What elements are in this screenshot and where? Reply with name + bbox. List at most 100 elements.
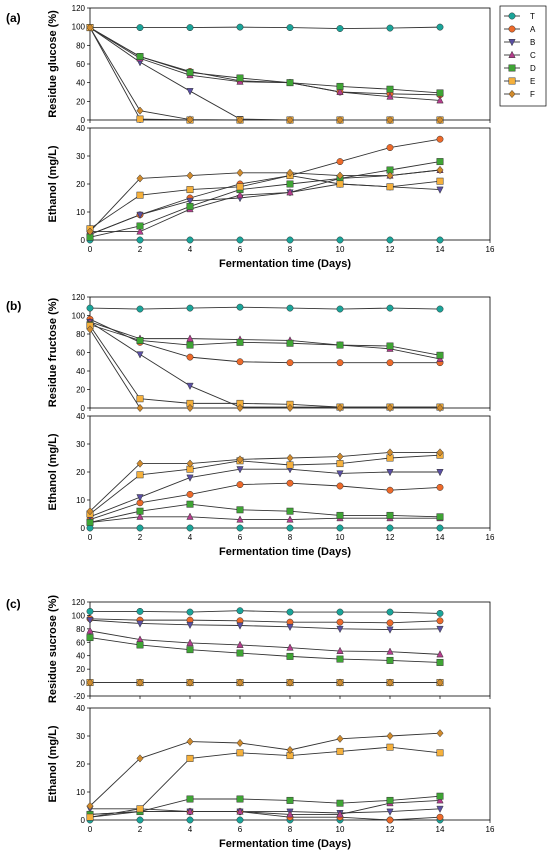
series-line-E [89, 175, 441, 230]
data-point-F [86, 678, 94, 687]
x-tick-label: 16 [486, 245, 495, 254]
data-point-F [286, 678, 294, 687]
data-point-F [186, 171, 194, 180]
legend-label-T: T [530, 12, 535, 21]
data-point-T [186, 24, 194, 32]
data-point-T [236, 303, 244, 311]
data-point-D [136, 507, 144, 515]
y-tick-label: 40 [76, 412, 85, 421]
data-point-D [186, 68, 194, 76]
data-point-T [336, 236, 344, 244]
y-tick-label: 10 [76, 208, 85, 217]
series-line-D [89, 795, 441, 815]
y-tick-label: 30 [76, 152, 85, 161]
data-point-D [136, 337, 144, 344]
x-axis-label: Fermentation time (Days) [219, 546, 351, 558]
data-point-F [436, 403, 444, 413]
data-point-E [136, 805, 144, 813]
data-point-B [236, 622, 244, 630]
data-point-T [336, 305, 344, 313]
data-point-D [186, 795, 194, 803]
data-point-F [436, 678, 444, 687]
data-point-D [336, 799, 344, 807]
y-tick-label: 100 [72, 611, 86, 620]
data-point-F [286, 453, 294, 463]
series-line-T [89, 306, 441, 310]
data-point-T [86, 607, 94, 615]
data-point-T [236, 23, 244, 31]
data-point-A [436, 813, 444, 821]
data-point-F [336, 115, 344, 125]
data-point-F [336, 452, 344, 461]
y-tick-label: 20 [76, 180, 85, 189]
data-point-D [286, 180, 294, 188]
chart-panel-6: 0 10 20 30 40 0 2 4 6 8 10 12 14 16 Ethanol (mg/L) Ferm… [47, 704, 495, 850]
legend-marker-C [508, 50, 516, 58]
data-point-C [186, 334, 194, 342]
data-point-F [286, 115, 294, 125]
data-point-C [286, 515, 294, 523]
data-point-B [186, 197, 194, 206]
data-point-D [186, 341, 194, 349]
x-tick-label: 10 [336, 825, 345, 834]
y-tick-label: 40 [76, 124, 85, 133]
data-point-D [236, 649, 244, 657]
series-line-C [90, 169, 441, 233]
data-point-C [136, 227, 144, 235]
x-tick-label: 8 [288, 533, 293, 542]
x-tick-label: 0 [88, 825, 93, 834]
data-point-F [286, 403, 294, 413]
data-point-A [436, 483, 444, 491]
y-tick-label: 0 [81, 816, 86, 825]
data-point-B [286, 623, 294, 632]
data-point-B [186, 382, 194, 391]
data-point-F [336, 678, 344, 687]
data-point-F [86, 801, 94, 811]
x-tick-label: 2 [138, 825, 143, 834]
data-point-D [86, 518, 94, 526]
data-point-C [386, 92, 394, 100]
y-axis-label: Ethanol (mg/L) [47, 145, 59, 222]
series-line-E [89, 746, 441, 818]
series-line-D [89, 161, 441, 238]
legend-marker-F [508, 89, 516, 99]
data-point-A [236, 358, 244, 366]
data-point-F [436, 729, 444, 738]
panel-letter: (b) [6, 299, 21, 313]
data-point-C [286, 643, 294, 651]
data-point-C [236, 190, 244, 199]
series-line-E [89, 27, 440, 121]
x-axis-label: Fermentation time (Days) [219, 258, 351, 270]
data-point-B [336, 470, 344, 478]
data-point-F [336, 734, 344, 743]
series-line-C [89, 27, 441, 101]
y-tick-label: 0 [81, 404, 86, 413]
x-tick-label: 6 [238, 245, 243, 254]
data-point-T [386, 608, 394, 616]
data-point-F [436, 448, 444, 457]
legend-box [499, 5, 547, 107]
panel-letter: (a) [6, 11, 21, 25]
x-tick-label: 12 [386, 533, 395, 542]
data-point-F [236, 403, 244, 413]
data-point-D [436, 351, 444, 359]
data-point-D [286, 796, 294, 804]
data-point-B [236, 466, 244, 474]
legend-label-C: C [530, 51, 536, 60]
y-axis-label: Residue glucose (%) [47, 10, 59, 118]
x-axis-label: Fermentation time (Days) [219, 838, 351, 850]
data-point-F [386, 731, 394, 741]
series-line-B [89, 27, 440, 121]
data-point-C [436, 650, 444, 658]
series-line-D [89, 637, 441, 663]
x-tick-label: 0 [88, 245, 93, 254]
data-point-F [186, 403, 194, 413]
data-point-B [386, 469, 394, 477]
legend-marker-A [508, 25, 516, 33]
series-line-D [89, 503, 441, 523]
data-point-B [186, 88, 194, 96]
data-point-T [186, 816, 194, 824]
data-point-C [236, 515, 244, 523]
y-tick-label: 80 [76, 41, 85, 50]
y-tick-label: 20 [76, 665, 85, 674]
